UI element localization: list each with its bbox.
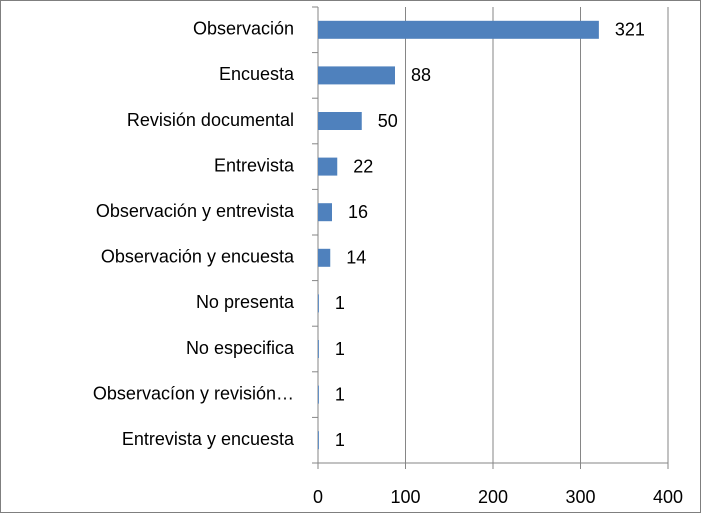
y-tick-label: Observacíon y revisión…	[93, 383, 294, 403]
value-label: 1	[335, 339, 345, 359]
bar	[318, 112, 362, 130]
bar	[318, 340, 319, 358]
x-tick-label: 100	[390, 487, 420, 507]
y-tick-label: Observación y encuesta	[101, 247, 295, 267]
y-tick-label: Observación y entrevista	[96, 201, 295, 221]
bar	[318, 20, 599, 39]
value-label: 1	[335, 293, 345, 313]
y-tick-label: Entrevista y encuesta	[122, 429, 295, 449]
value-label: 16	[348, 202, 368, 222]
y-tick-label: Entrevista	[214, 155, 295, 175]
value-label: 321	[615, 20, 645, 40]
y-tick-label: Observación	[193, 19, 294, 39]
value-label: 1	[335, 430, 345, 450]
bar	[318, 157, 338, 176]
value-label: 50	[378, 111, 398, 131]
y-tick-label: No presenta	[196, 292, 295, 312]
y-tick-label: Revisión documental	[127, 110, 294, 130]
x-tick-label: 0	[313, 487, 323, 507]
y-tick-label: Encuesta	[219, 64, 295, 84]
x-tick-label: 200	[478, 487, 508, 507]
bar	[318, 431, 319, 450]
value-label: 1	[335, 384, 345, 404]
value-label: 22	[353, 156, 373, 176]
value-label: 88	[411, 65, 431, 85]
value-label: 14	[346, 248, 366, 268]
bar	[318, 248, 331, 267]
bar	[318, 385, 319, 404]
y-tick-label: No especifica	[186, 338, 295, 358]
bar	[318, 294, 319, 313]
x-tick-label: 300	[565, 487, 595, 507]
bar	[318, 203, 332, 222]
x-tick-label: 400	[653, 487, 683, 507]
bar	[318, 66, 395, 85]
